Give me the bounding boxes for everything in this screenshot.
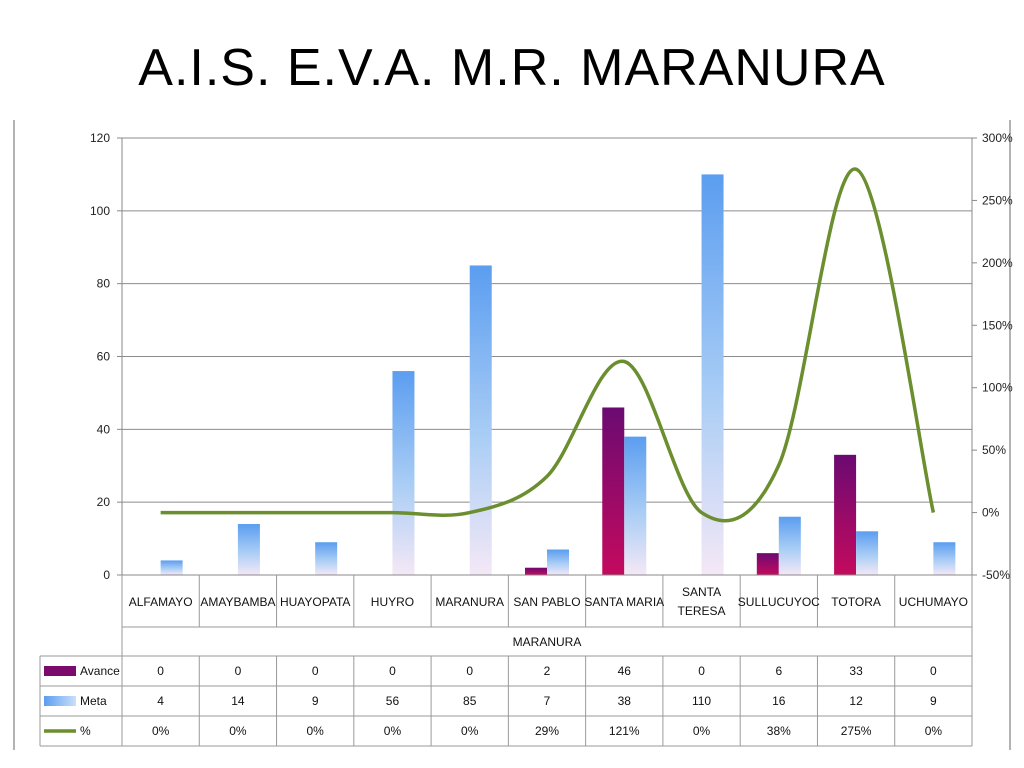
- category-label: HUAYOPATA: [280, 595, 350, 609]
- table-cell: 0: [698, 664, 705, 678]
- category-label: TERESA: [678, 604, 726, 618]
- table-cell: 46: [618, 664, 632, 678]
- category-label: SANTA MARIA: [584, 595, 664, 609]
- data-table: ALFAMAYO AMAYBAMBA HUAYOPATA HUYRO MARANURA S…: [39, 575, 973, 747]
- y-tick-label: 0: [103, 568, 110, 582]
- legend-label: Avance: [80, 664, 120, 678]
- table-cell: 0%: [229, 724, 247, 738]
- y2-tick-label: 0%: [982, 506, 1000, 520]
- y2-tick-label: 300%: [982, 131, 1013, 145]
- table-cell: 9: [930, 694, 937, 708]
- category-label: UCHUMAYO: [899, 595, 968, 609]
- bar-meta: [701, 174, 724, 575]
- percent-line: [160, 167, 936, 523]
- table-cell: 110: [692, 694, 711, 708]
- y2-tick-label: 250%: [982, 193, 1013, 207]
- y-tick-label: 60: [97, 350, 111, 364]
- bar-avance: [834, 454, 857, 575]
- gridlines: [122, 137, 972, 503]
- table-cell: 0%: [307, 724, 325, 738]
- y-tick-label: 40: [97, 422, 111, 436]
- table-cell: 16: [772, 694, 786, 708]
- y2-tick-label: 50%: [982, 443, 1006, 457]
- category-label: HUYRO: [371, 595, 414, 609]
- group-label: MARANURA: [513, 635, 582, 649]
- table-cell: 0: [466, 664, 473, 678]
- bar-meta: [624, 436, 647, 575]
- y-tick-label: 100: [90, 204, 110, 218]
- legend-key-avance: [44, 666, 76, 676]
- table-cell: 9: [312, 694, 319, 708]
- table-cell: 29%: [535, 724, 559, 738]
- table-cell: 85: [463, 694, 477, 708]
- axes: 0 20 40 60 80 100 120 -50% 0% 50% 100% 150% 200% 250%…: [90, 131, 1013, 582]
- legend-label: Meta: [80, 694, 107, 708]
- bar-meta: [933, 542, 956, 575]
- chart-frame: [13, 120, 1011, 750]
- legend-label: %: [80, 724, 91, 738]
- table-cell: 38: [618, 694, 632, 708]
- table-cell: 14: [231, 694, 245, 708]
- bar-avance: [756, 553, 779, 575]
- bars: [160, 174, 956, 575]
- table-cell: 7: [544, 694, 551, 708]
- table-cell: 0%: [461, 724, 479, 738]
- percent-series-line: [160, 167, 936, 523]
- y2-tick-label: 200%: [982, 256, 1013, 270]
- table-cell: 0%: [384, 724, 402, 738]
- legend-key-meta: [44, 696, 76, 706]
- table-cell: 38%: [767, 724, 791, 738]
- table-cell: 33: [849, 664, 863, 678]
- table-cell: 0: [389, 664, 396, 678]
- y2-tick-label: -50%: [982, 568, 1010, 582]
- bar-meta: [392, 371, 415, 575]
- table-cell: 4: [157, 694, 164, 708]
- table-cell: 56: [386, 694, 400, 708]
- bar-meta: [469, 265, 492, 575]
- table-cell: 0: [930, 664, 937, 678]
- bar-avance: [602, 407, 625, 575]
- category-label: AMAYBAMBA: [200, 595, 275, 609]
- category-label: TOTORA: [831, 595, 881, 609]
- bar-meta: [315, 542, 338, 575]
- table-cell: 6: [775, 664, 782, 678]
- category-label: MARANURA: [435, 595, 504, 609]
- chart-title: A.I.S. E.V.A. M.R. MARANURA: [138, 39, 886, 97]
- category-label: SAN PABLO: [513, 595, 580, 609]
- table-cell: 0%: [152, 724, 170, 738]
- table-cell: 0: [235, 664, 242, 678]
- category-label: SULLUCUYOC: [738, 595, 820, 609]
- y2-tick-label: 150%: [982, 318, 1013, 332]
- table-cell: 0%: [925, 724, 943, 738]
- bar-meta: [160, 560, 183, 575]
- table-cell: 2: [544, 664, 551, 678]
- table-cell: 121%: [609, 724, 640, 738]
- bar-meta: [547, 549, 569, 575]
- y-tick-label: 80: [97, 277, 111, 291]
- bar-meta: [237, 524, 260, 575]
- table-cell: 0: [157, 664, 164, 678]
- y-tick-label: 20: [97, 495, 111, 509]
- table-cell: 12: [849, 694, 863, 708]
- bar-avance: [525, 567, 547, 575]
- table-cell: 0: [312, 664, 319, 678]
- y2-tick-label: 100%: [982, 381, 1013, 395]
- table-cell: 275%: [841, 724, 872, 738]
- bar-meta: [856, 531, 879, 575]
- category-label: ALFAMAYO: [129, 595, 193, 609]
- table-cell: 0%: [693, 724, 711, 738]
- bar-meta: [778, 516, 801, 575]
- category-label: SANTA: [682, 585, 721, 599]
- y-tick-label: 120: [90, 131, 110, 145]
